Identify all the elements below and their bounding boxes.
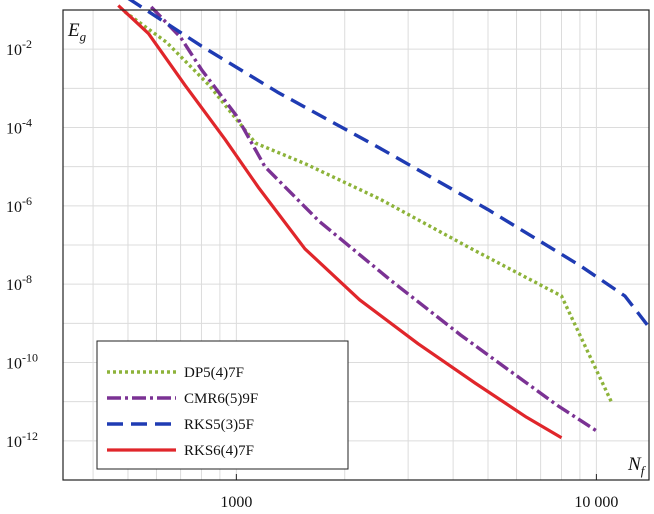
ticks-group: 1000 10 000 10-2 10-4 10-6 10-8 10-10 10-12 [6, 37, 618, 511]
axis-labels: Eg Nf [67, 20, 647, 478]
series-line-cmr6-5-9f [149, 5, 598, 433]
legend-label: RKS5(3)5F [184, 417, 254, 433]
series-line-rks6-4-7f [117, 4, 563, 440]
series-line-rks5-3-5f [127, 0, 651, 329]
legend: DP5(4)7F CMR6(5)9F RKS5(3)5F RKS6(4)7F [96, 340, 349, 470]
y-tick-label: 10-8 [6, 272, 32, 294]
legend-label: CMR6(5)9F [184, 391, 258, 407]
y-tick-label: 10-4 [6, 116, 32, 138]
y-tick-label: 10-10 [6, 351, 38, 373]
y-tick-label: 10-12 [6, 429, 38, 451]
legend-box [96, 340, 349, 470]
x-axis-label: Nf [627, 454, 647, 478]
plot-frame [62, 9, 650, 481]
x-tick-label: 10 000 [574, 494, 618, 511]
legend-label: DP5(4)7F [184, 365, 244, 381]
series-group [117, 0, 651, 440]
x-tick-label: 1000 [220, 494, 252, 511]
y-axis-label: Eg [67, 20, 87, 44]
legend-label: RKS6(4)7F [184, 443, 254, 459]
grid [63, 9, 649, 481]
y-tick-label: 10-2 [6, 37, 32, 59]
series-line-dp5-4-7f [123, 10, 613, 403]
y-tick-label: 10-6 [6, 194, 32, 216]
